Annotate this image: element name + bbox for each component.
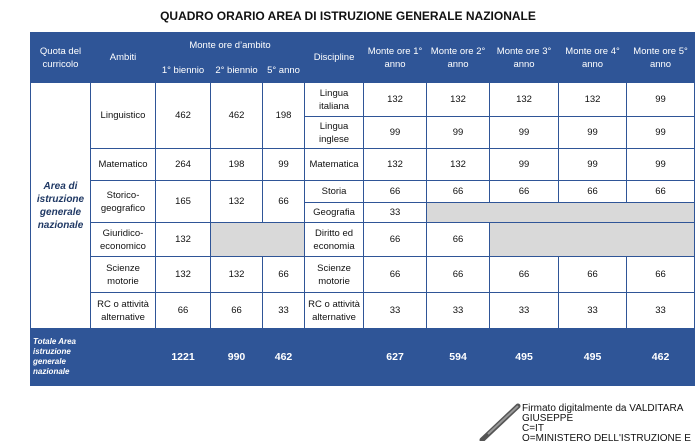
cell: 462: [261, 328, 306, 386]
empty-cell: [304, 328, 365, 386]
cell: 99: [626, 82, 696, 117]
schedule-table: Quota del curricolo Ambiti Monte ore d’a…: [30, 32, 696, 386]
cell: 66: [626, 180, 696, 203]
cell: Quota del curricolo: [30, 32, 91, 83]
cell: 462: [210, 82, 263, 149]
cell: 66: [261, 180, 306, 223]
cell: 627: [363, 328, 428, 386]
signature: Firmato digitalmente da VALDITARA GIUSEPP…: [522, 404, 691, 444]
cell: Matematico: [90, 148, 156, 181]
cell: 132: [363, 82, 428, 117]
cell: 66: [426, 180, 491, 203]
cell: Geografia: [304, 202, 365, 223]
cell: 33: [558, 292, 628, 329]
cell: 495: [489, 328, 560, 386]
cell: Discipline: [304, 32, 365, 83]
text: C=IT: [522, 423, 544, 434]
cell: 66: [210, 292, 263, 329]
cell: Storico-geografico: [90, 180, 156, 223]
cell: 66: [626, 256, 696, 293]
cell: RC o attività alternative: [304, 292, 365, 329]
cell: 495: [558, 328, 628, 386]
cell: 99: [489, 116, 560, 149]
cell: 66: [363, 180, 428, 203]
cell: 66: [489, 256, 560, 293]
cell: 99: [558, 116, 628, 149]
cell: 99: [626, 116, 696, 149]
cell: 132: [210, 180, 263, 223]
signature-icon: [479, 403, 521, 441]
cell: Ambiti: [90, 32, 156, 83]
cell: 99: [261, 148, 306, 181]
cell: 132: [426, 148, 491, 181]
cell: 462: [155, 82, 211, 149]
cell: Monte ore 3° anno: [489, 32, 560, 83]
cell: 1221: [155, 328, 211, 386]
cell: 66: [426, 222, 491, 257]
cell: 66: [489, 180, 560, 203]
cell: Monte ore 2° anno: [426, 32, 491, 83]
cell: Diritto ed economia: [304, 222, 365, 257]
cell: Lingua inglese: [304, 116, 365, 149]
cell: Scienze motorie: [304, 256, 365, 293]
cell: 132: [489, 82, 560, 117]
cell: 198: [261, 82, 306, 149]
cell: Storia: [304, 180, 365, 203]
cell: Scienze motorie: [90, 256, 156, 293]
cell: 66: [558, 180, 628, 203]
cell: 132: [155, 256, 211, 293]
cell: Monte ore 4° anno: [558, 32, 628, 83]
text: Firmato digitalmente da VALDITARA: [522, 403, 684, 414]
cell: 132: [210, 256, 263, 293]
cell: 33: [626, 292, 696, 329]
cell: 132: [426, 82, 491, 117]
cell: 990: [210, 328, 263, 386]
cell: Area di istruzione generale nazionale: [30, 82, 91, 329]
cell: RC o attività alternative: [90, 292, 156, 329]
cell: 165: [155, 180, 211, 223]
text: QUADRO ORARIO AREA DI ISTRUZIONE GENERAL…: [160, 9, 536, 23]
cell: Monte ore d’ambito: [154, 32, 306, 58]
cell: 99: [363, 116, 428, 149]
cell: 66: [363, 256, 428, 293]
cell: 132: [558, 82, 628, 117]
cell: Monte ore 1° anno: [363, 32, 428, 83]
cell: Totale Area istruzione generale nazional…: [30, 328, 91, 386]
cell: 33: [261, 292, 306, 329]
empty-cell: [209, 222, 306, 257]
cell: 99: [558, 148, 628, 181]
cell: 5° anno: [261, 57, 306, 83]
cell: 33: [363, 202, 428, 223]
empty-cell: [489, 222, 696, 257]
text: O=MINISTERO DELL'ISTRUZIONE E: [522, 433, 691, 444]
cell: 198: [210, 148, 263, 181]
cell: 2° biennio: [210, 57, 263, 83]
cell: 66: [426, 256, 491, 293]
cell: 99: [626, 148, 696, 181]
cell: 66: [261, 256, 306, 293]
cell: Monte ore 5° anno: [626, 32, 696, 83]
cell: Linguistico: [90, 82, 156, 149]
cell: 1° biennio: [155, 57, 211, 83]
cell: 33: [489, 292, 560, 329]
empty-cell: [426, 202, 696, 223]
cell: 132: [155, 222, 211, 257]
text: GIUSEPPE: [522, 413, 574, 424]
cell: 66: [155, 292, 211, 329]
cell: Giuridico-economico: [90, 222, 156, 257]
cell: 594: [426, 328, 491, 386]
cell: Matematica: [304, 148, 365, 181]
cell: 462: [626, 328, 696, 386]
cell: 66: [363, 222, 428, 257]
cell: 99: [489, 148, 560, 181]
empty-cell: [90, 328, 156, 386]
cell: 33: [363, 292, 428, 329]
cell: Lingua italiana: [304, 82, 365, 117]
cell: 132: [363, 148, 428, 181]
cell: 264: [155, 148, 211, 181]
cell: 99: [426, 116, 491, 149]
cell: 66: [558, 256, 628, 293]
cell: 33: [426, 292, 491, 329]
